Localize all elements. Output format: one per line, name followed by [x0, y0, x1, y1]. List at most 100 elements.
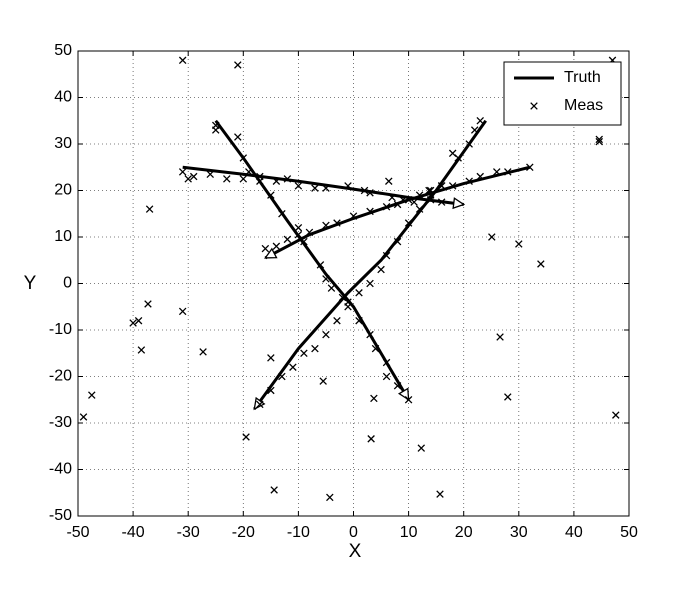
measurement	[223, 175, 231, 183]
measurement	[382, 251, 391, 260]
legend-label: Meas	[564, 97, 603, 114]
measurement	[496, 333, 504, 341]
measurement	[178, 56, 187, 65]
measurement	[393, 237, 402, 246]
measurement	[366, 330, 374, 339]
measurement	[436, 490, 444, 498]
y-tick-label: 50	[54, 42, 72, 59]
measurement	[322, 221, 330, 230]
measurement	[382, 358, 391, 367]
measurement	[437, 182, 446, 190]
measurement	[366, 279, 374, 288]
measurement	[234, 61, 242, 69]
measurement	[370, 394, 378, 403]
measurement	[366, 207, 374, 216]
measurement	[239, 154, 248, 162]
measurement	[404, 219, 413, 227]
measurement	[144, 300, 152, 308]
y-tick-label: -20	[49, 368, 72, 385]
measurement	[382, 372, 391, 381]
measurement	[294, 182, 303, 190]
measurement	[137, 346, 146, 354]
measurement	[278, 209, 286, 218]
measurement	[79, 413, 88, 421]
y-tick-label: 20	[54, 182, 72, 199]
measurement	[385, 177, 393, 185]
measurement	[270, 486, 278, 494]
x-tick-label: 10	[400, 524, 418, 541]
measurement	[448, 149, 457, 158]
x-tick-label: 20	[455, 524, 473, 541]
x-tick-label: -10	[287, 524, 310, 541]
measurement	[305, 228, 314, 237]
measurement	[360, 186, 369, 195]
measurement	[415, 191, 424, 199]
measurement	[272, 242, 281, 251]
measurement	[355, 316, 363, 325]
y-axis-label: Y	[24, 273, 37, 294]
measurement	[476, 172, 484, 181]
measurement	[239, 175, 248, 183]
y-tick-label: 0	[63, 275, 72, 292]
measurement	[333, 219, 341, 227]
measurement	[504, 168, 512, 176]
measurement	[300, 237, 308, 246]
measurement	[178, 307, 187, 316]
measurement	[393, 200, 402, 209]
measurement	[283, 175, 292, 183]
measurement	[437, 198, 446, 206]
measurement	[355, 289, 363, 297]
legend-label: Truth	[564, 69, 601, 86]
measurement	[267, 354, 275, 362]
measurement	[129, 319, 137, 327]
measurement	[504, 393, 512, 401]
track-arrowhead	[452, 197, 466, 210]
measurement	[289, 363, 297, 371]
measurement	[134, 316, 143, 325]
measurement	[189, 172, 198, 181]
measurement	[366, 189, 374, 197]
measurement	[344, 298, 352, 306]
measurement	[465, 177, 473, 185]
measurement	[211, 126, 220, 134]
measurement	[294, 230, 303, 239]
measurement	[206, 170, 214, 178]
measurement	[267, 386, 275, 395]
y-tick-label: -10	[49, 321, 72, 338]
measurement	[300, 349, 308, 358]
x-tick-label: -40	[122, 524, 145, 541]
measurement	[448, 182, 457, 190]
measurement	[88, 391, 96, 399]
measurement	[322, 275, 330, 283]
measurement	[382, 203, 391, 211]
y-tick-label: 10	[54, 228, 72, 245]
measurement	[488, 233, 496, 241]
measurement	[145, 205, 154, 213]
truth-track	[253, 119, 487, 410]
y-tick-label: 40	[54, 89, 72, 106]
x-axis-label: X	[349, 541, 362, 562]
measurement	[242, 433, 250, 441]
measurement	[322, 330, 330, 339]
measurement	[476, 116, 484, 125]
measurement	[595, 137, 604, 146]
x-tick-label: 0	[349, 524, 358, 541]
measurement	[278, 372, 286, 381]
measurement	[294, 223, 303, 232]
measurement	[393, 382, 402, 390]
measurement	[388, 193, 396, 202]
measurement	[319, 377, 327, 385]
measurement	[311, 184, 319, 192]
measurement	[404, 395, 413, 404]
measurement	[371, 344, 380, 353]
measurement	[415, 205, 424, 213]
measurement	[316, 261, 325, 269]
measurement	[327, 284, 336, 292]
legend-box	[503, 61, 622, 126]
measurement	[267, 191, 275, 199]
measurement	[493, 168, 501, 176]
measurement	[178, 168, 187, 176]
x-tick-label: 40	[565, 524, 583, 541]
